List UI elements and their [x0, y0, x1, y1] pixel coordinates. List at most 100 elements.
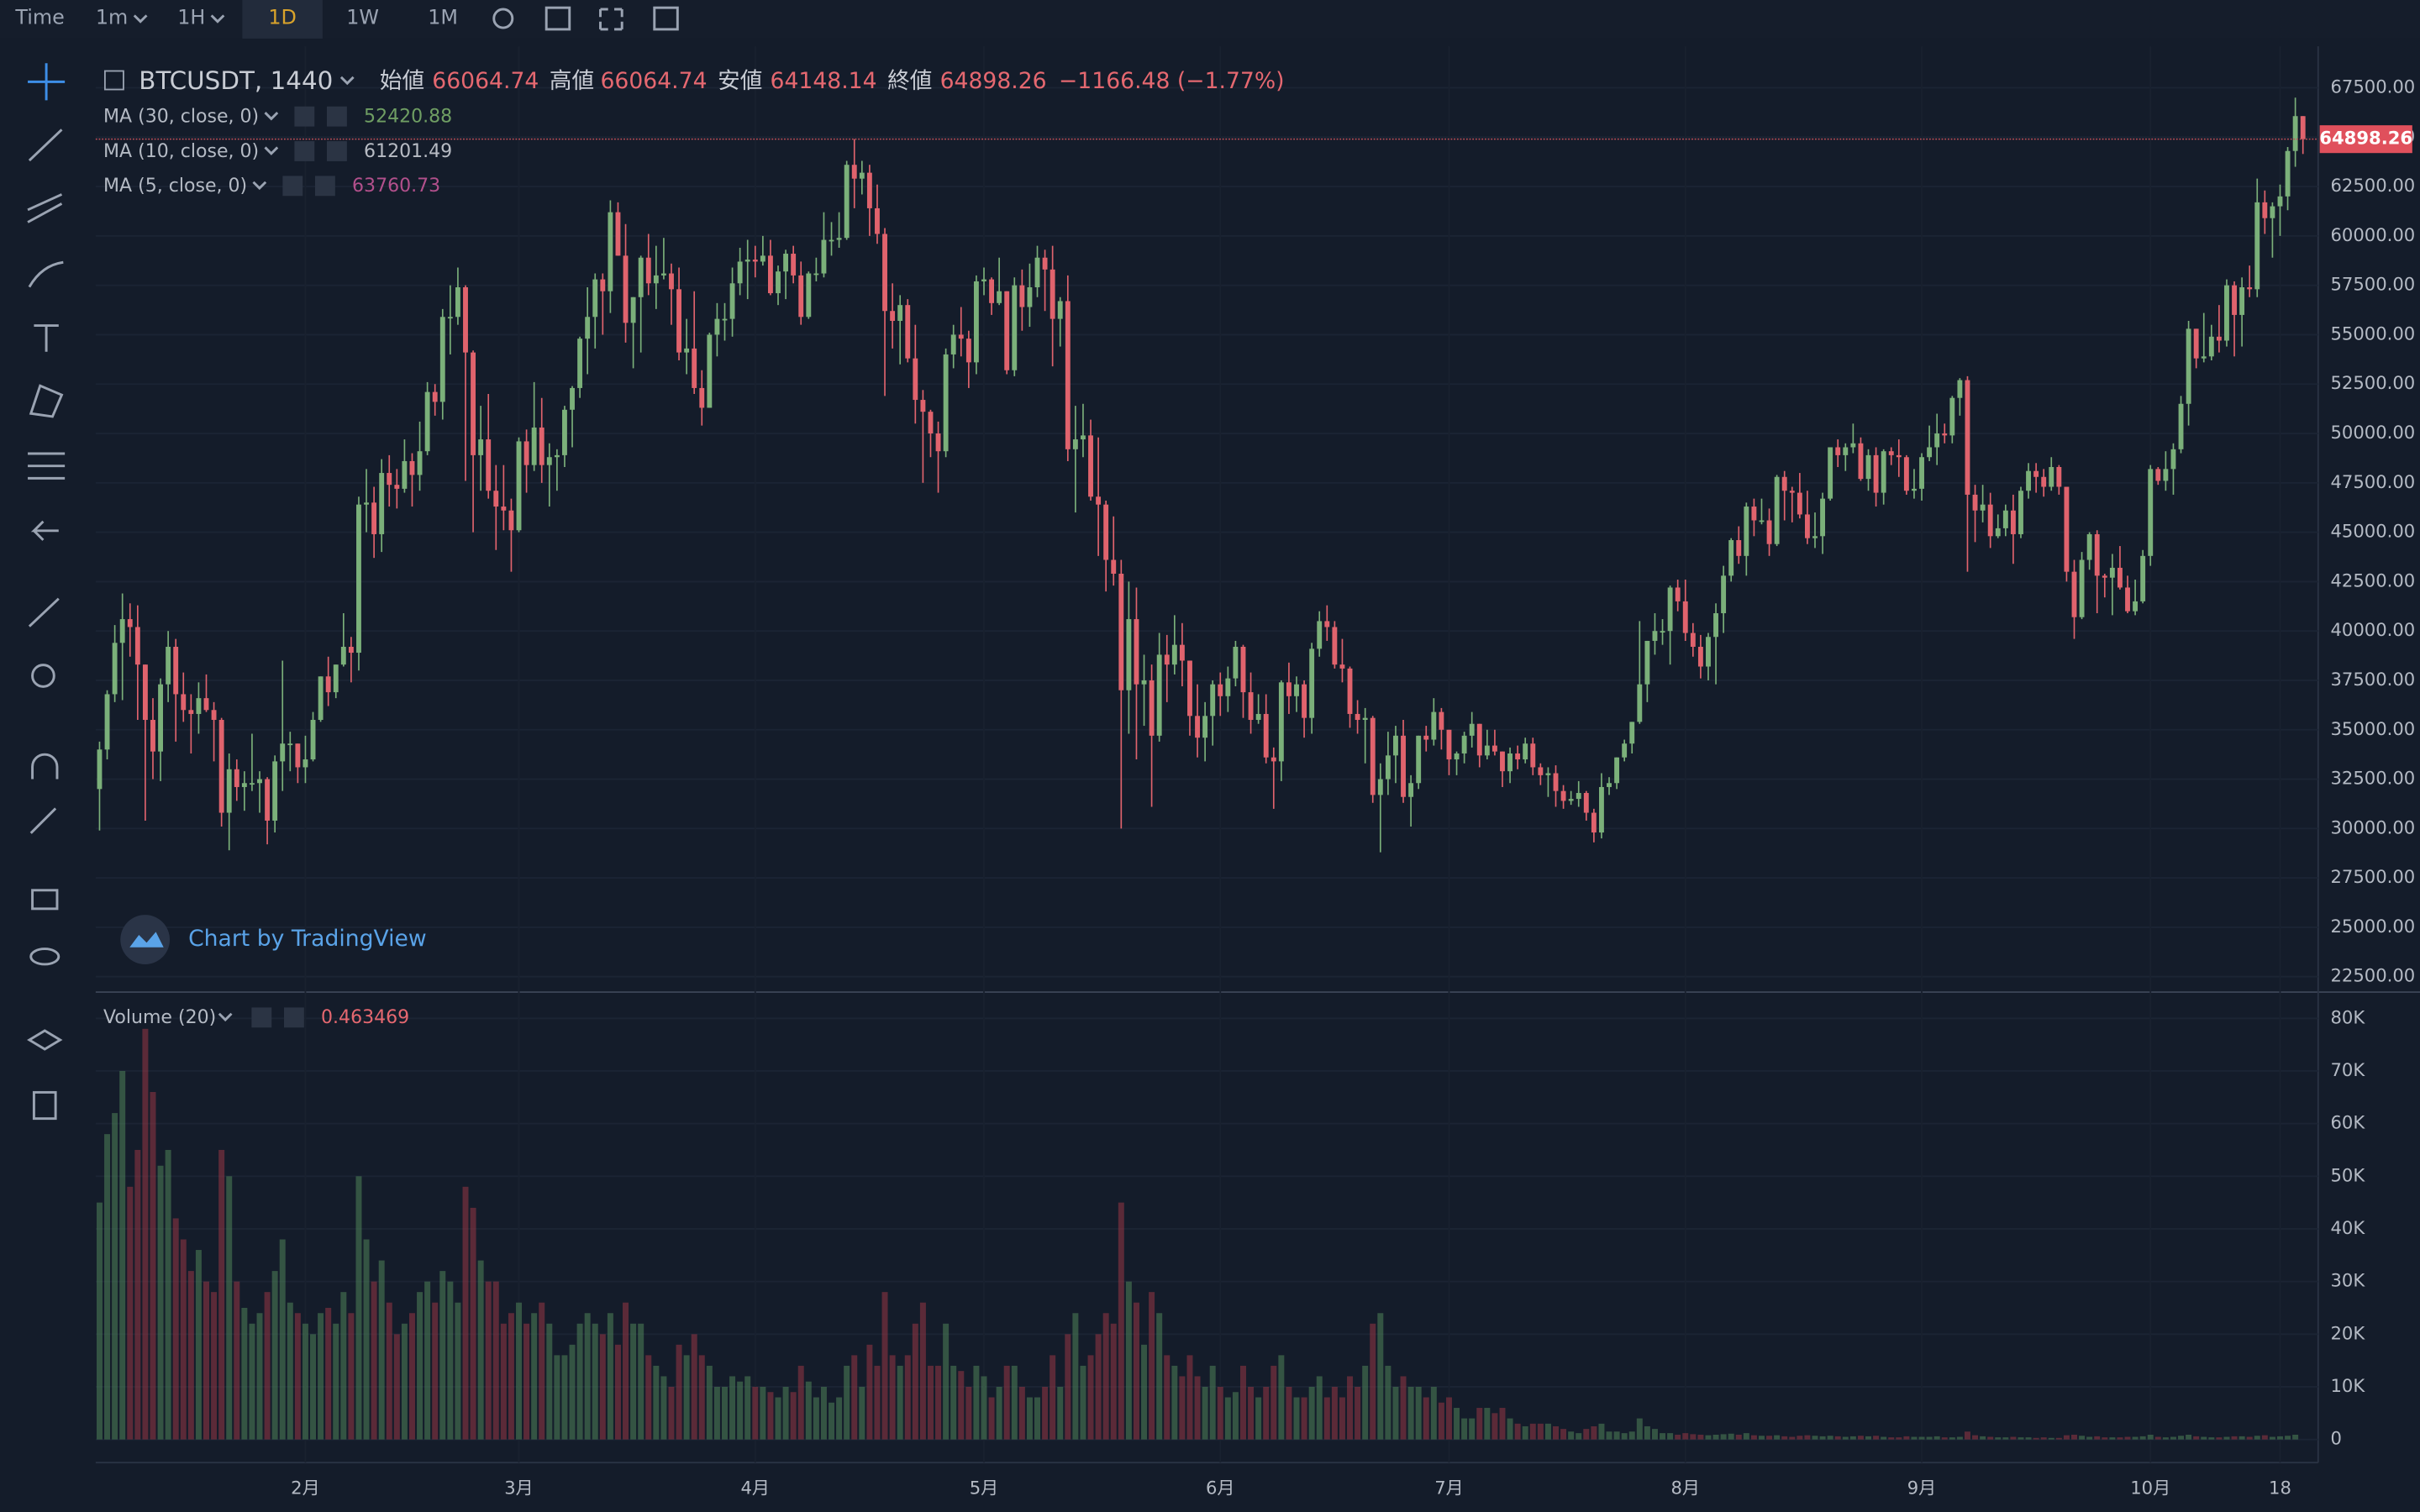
candle-body — [1491, 745, 1497, 752]
magnet-icon[interactable] — [31, 753, 59, 780]
toolbar-item[interactable]: 1M — [428, 6, 458, 29]
last-price-box — [2319, 125, 2412, 154]
close-button — [326, 106, 347, 127]
candle-body — [234, 769, 239, 787]
save-icon[interactable] — [653, 6, 679, 31]
eye-icon[interactable] — [29, 948, 60, 966]
collapse-icon[interactable] — [103, 70, 124, 91]
volume-bar — [904, 1355, 911, 1440]
indicator-name: MA (30, close, 0) — [103, 107, 259, 128]
channel-icon[interactable] — [27, 193, 63, 223]
candle-body — [1706, 637, 1711, 667]
settings-icon[interactable] — [492, 8, 514, 29]
indicator-value: 61201.49 — [364, 141, 452, 162]
candle-body — [287, 743, 293, 746]
volume-bar — [1461, 1418, 1468, 1440]
toolbar-item[interactable]: Time — [14, 6, 64, 29]
fib-icon[interactable] — [28, 452, 66, 480]
candle-body — [203, 698, 209, 711]
volume-bar — [1636, 1418, 1643, 1440]
brush-icon[interactable] — [28, 260, 64, 288]
fullscreen-icon[interactable] — [599, 8, 623, 31]
candle-body — [1789, 491, 1795, 493]
volume-bar — [592, 1323, 598, 1440]
candle-body — [1065, 301, 1071, 449]
y-tick-label: 22500.00 — [2330, 965, 2415, 986]
pattern-icon[interactable] — [29, 384, 64, 418]
candle-body — [897, 305, 903, 321]
volume-bar — [1072, 1313, 1079, 1440]
volume-bar — [752, 1386, 759, 1440]
candle-body — [280, 743, 286, 762]
candle-body — [791, 254, 797, 276]
volume-bar — [698, 1355, 705, 1440]
candle-body — [1912, 488, 1917, 491]
toolbar-item[interactable]: 1m — [96, 6, 128, 29]
volume-bar — [744, 1376, 751, 1440]
layers-icon[interactable] — [27, 1029, 63, 1051]
volume-bar — [1240, 1365, 1246, 1440]
candle-body — [2133, 601, 2139, 612]
candle-body — [890, 311, 896, 321]
toolbar-item[interactable]: 1W — [346, 6, 379, 29]
volume-bar — [112, 1113, 118, 1440]
ruler-icon[interactable] — [28, 597, 60, 627]
volume-bar — [279, 1239, 286, 1440]
volume-bar — [1491, 1413, 1498, 1440]
volume-bar — [1263, 1386, 1270, 1440]
settings-button[interactable] — [251, 1007, 272, 1028]
unlock-icon[interactable] — [31, 889, 59, 911]
zoom-icon[interactable] — [31, 664, 55, 688]
candle-body — [1697, 646, 1703, 667]
volume-bar — [1141, 1344, 1148, 1440]
volume-bar — [1316, 1376, 1323, 1440]
candle-body — [965, 339, 971, 363]
candle-body — [2285, 150, 2291, 197]
candle-body — [493, 491, 499, 507]
volume-bar — [1781, 1436, 1788, 1440]
trash-icon[interactable] — [32, 1090, 57, 1121]
volume-bar — [1560, 1429, 1567, 1440]
candle-body — [592, 279, 598, 318]
volume-bar — [1224, 1397, 1231, 1440]
toolbar-item[interactable]: 1H — [177, 6, 205, 29]
volume-bar — [767, 1392, 774, 1440]
indicator-icon[interactable] — [544, 6, 571, 31]
line-icon[interactable] — [28, 129, 63, 162]
candle-body — [1560, 790, 1566, 801]
close-button[interactable] — [283, 1007, 304, 1028]
text-icon[interactable] — [34, 324, 59, 352]
candle-body — [1812, 536, 1818, 538]
volume-bar — [1194, 1376, 1201, 1440]
attribution[interactable]: Chart by TradingView — [188, 926, 427, 952]
volume-bar — [1171, 1365, 1178, 1440]
crosshair-icon[interactable] — [28, 63, 66, 101]
x-tick-label: 2月 — [291, 1477, 320, 1498]
lock-draw-icon[interactable] — [29, 807, 57, 834]
x-tick-label: 10月 — [2130, 1477, 2170, 1498]
volume-bar — [1956, 1436, 1963, 1440]
candle-body — [2094, 533, 2100, 576]
volume-bar — [1743, 1433, 1749, 1440]
volume-bar — [2124, 1436, 2131, 1440]
toolbar-item[interactable]: 1D — [268, 6, 297, 29]
volume-bar — [1133, 1302, 1139, 1440]
candle-body — [516, 441, 522, 531]
volume-bar — [1003, 1365, 1010, 1440]
candle-body — [1828, 447, 1833, 499]
candle-body — [1949, 397, 1955, 436]
candle-body — [2148, 469, 2154, 556]
y-tick-label: 42500.00 — [2330, 570, 2415, 591]
y-tick-label: 25000.00 — [2330, 916, 2415, 937]
candle-body — [570, 387, 575, 410]
dropdown-arrow — [218, 1012, 233, 1022]
candle-body — [645, 257, 651, 284]
back-icon[interactable] — [30, 520, 59, 541]
volume-bar — [325, 1307, 332, 1440]
candle-body — [523, 441, 529, 465]
volume-bar — [683, 1355, 690, 1440]
ohlc-value: 64148.14 — [771, 68, 877, 94]
candle-body — [2186, 328, 2191, 404]
volume-tick-label: 20K — [2330, 1322, 2365, 1343]
candle-body — [1469, 723, 1475, 736]
